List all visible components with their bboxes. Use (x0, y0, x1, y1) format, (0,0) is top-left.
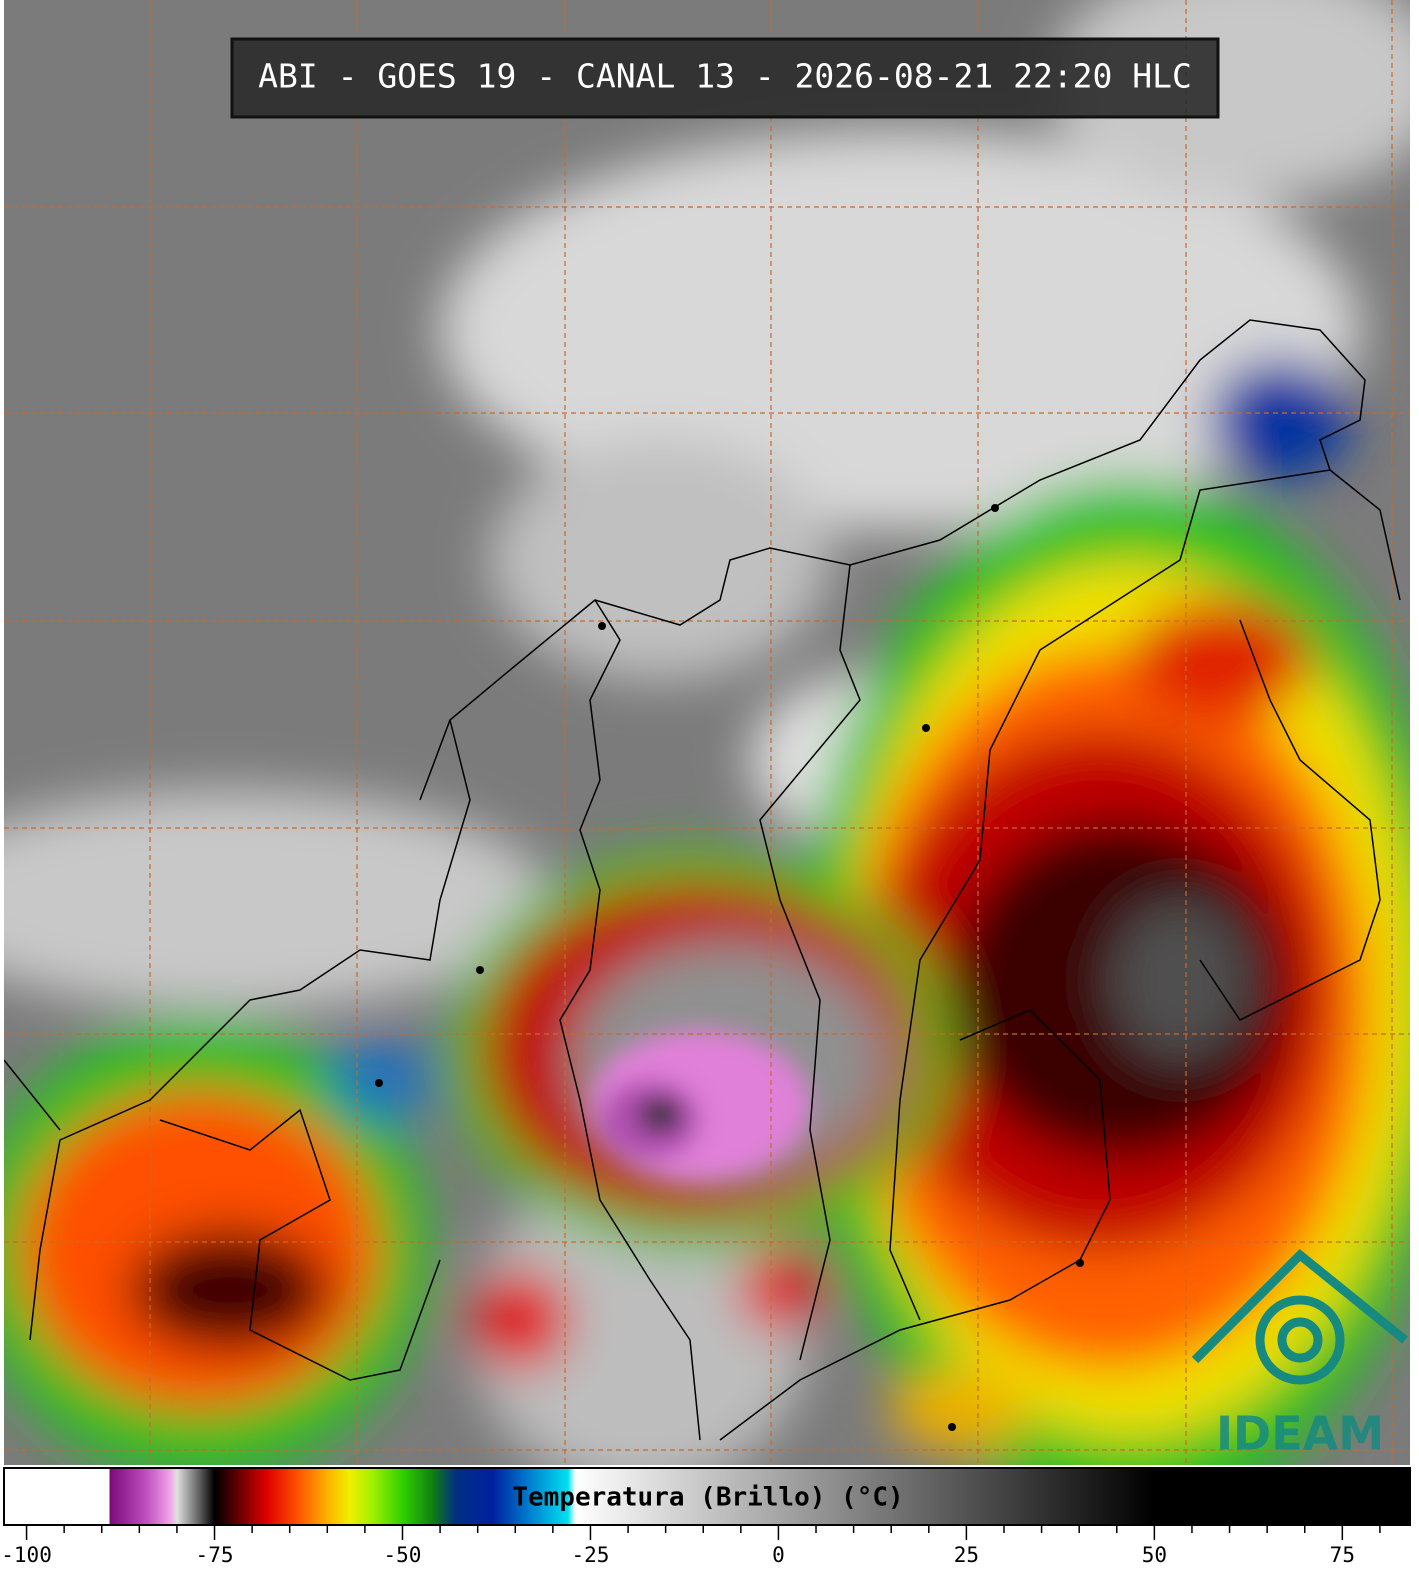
colorbar: Temperatura (Brillo) (°C) -100 -75 -50 -25 0 2… (1, 1467, 1411, 1567)
logo-text: IDEAM (1216, 1407, 1384, 1461)
tick-label: -25 (571, 1543, 609, 1567)
borders (4, 319, 1401, 1441)
tick-label: -75 (196, 1543, 234, 1567)
title: ABI - GOES 19 - CANAL 13 - 2026-08-21 22… (258, 57, 1192, 96)
title-box (230, 37, 1220, 119)
colorbar-label: Temperatura (Brillo) (°C) (512, 1483, 903, 1513)
tick-label: 0 (772, 1543, 785, 1567)
colorbar-bar (3, 1467, 1411, 1526)
tick-label: 50 (1142, 1543, 1167, 1567)
satellite-image: IDEAM (4, 0, 1410, 1465)
grid (4, 0, 1410, 1465)
tick-label: -50 (384, 1543, 422, 1567)
tick-label: 75 (1330, 1543, 1355, 1567)
city-markers (375, 504, 1084, 1431)
tick-label: -100 (1, 1543, 52, 1567)
tick-label: 25 (954, 1543, 979, 1567)
logo-mark (1191, 1248, 1408, 1385)
